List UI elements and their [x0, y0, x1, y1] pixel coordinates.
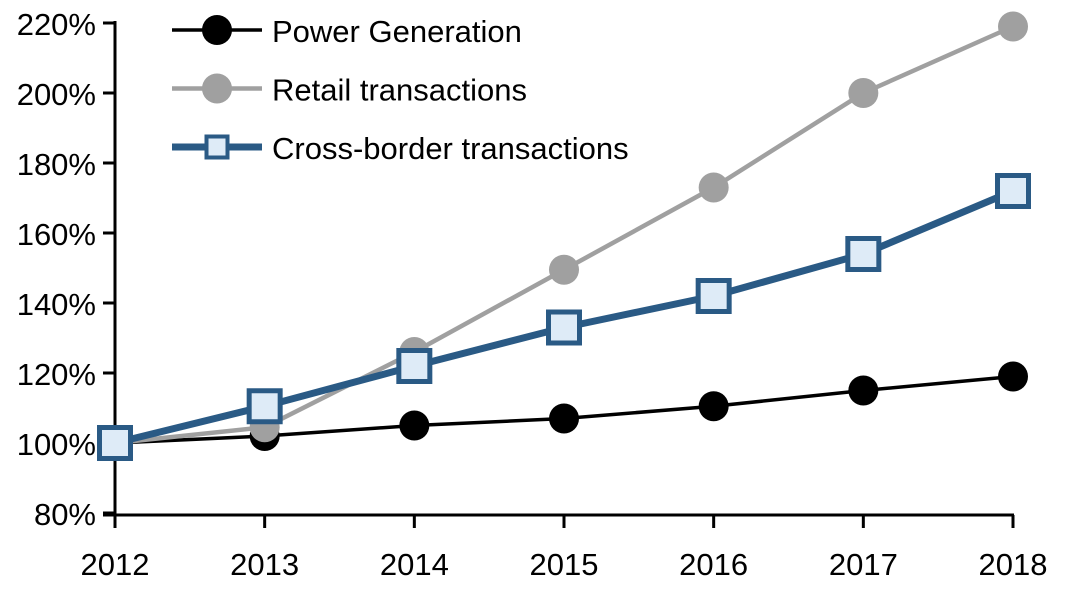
- y-axis-tick-label: 80%: [34, 497, 96, 532]
- legend-marker-retail-transactions: [202, 73, 232, 104]
- legend-marker-cross-border-transactions: [204, 134, 230, 160]
- marker-cross-border-transactions-2018: [995, 173, 1031, 209]
- legend-marker-power-generation: [202, 15, 232, 45]
- y-axis-tick-label: 200%: [17, 77, 96, 112]
- x-axis-tick-label: 2016: [679, 547, 748, 582]
- marker-power-generation-2014: [399, 410, 430, 441]
- marker-power-generation-2017: [848, 375, 879, 406]
- y-axis-tick-label: 180%: [17, 147, 96, 182]
- legend-label-power-generation: Power Generation: [272, 14, 522, 49]
- y-axis-tick-label: 140%: [17, 287, 96, 322]
- marker-power-generation-2018: [998, 361, 1028, 392]
- x-axis-tick-label: 2013: [230, 547, 299, 582]
- marker-cross-border-transactions-2016: [695, 278, 732, 314]
- marker-retail-transactions-2017: [848, 78, 879, 108]
- x-axis-tick-label: 2014: [380, 547, 449, 582]
- x-axis-tick-label: 2017: [829, 547, 898, 582]
- legend-label-retail-transactions: Retail transactions: [272, 73, 527, 108]
- marker-retail-transactions-2015: [549, 254, 579, 285]
- x-axis-tick-label: 2015: [530, 547, 599, 582]
- marker-cross-border-transactions-2014: [396, 348, 433, 384]
- marker-cross-border-transactions-2015: [546, 309, 582, 346]
- marker-power-generation-2016: [698, 391, 729, 422]
- y-axis-tick-label: 120%: [17, 357, 96, 392]
- y-axis-tick-label: 220%: [17, 7, 96, 42]
- marker-cross-border-transactions-2012: [97, 425, 133, 461]
- legend-label-cross-border-transactions: Cross-border transactions: [272, 131, 629, 166]
- marker-retail-transactions-2016: [698, 172, 729, 203]
- marker-retail-transactions-2018: [998, 11, 1028, 42]
- marker-power-generation-2015: [549, 403, 579, 434]
- y-axis-tick-label: 160%: [17, 217, 96, 252]
- x-axis-tick-label: 2018: [979, 547, 1048, 582]
- marker-cross-border-transactions-2013: [246, 388, 283, 425]
- x-axis-tick-label: 2012: [81, 547, 150, 582]
- marker-cross-border-transactions-2017: [845, 236, 882, 272]
- y-axis-tick-label: 100%: [17, 427, 96, 462]
